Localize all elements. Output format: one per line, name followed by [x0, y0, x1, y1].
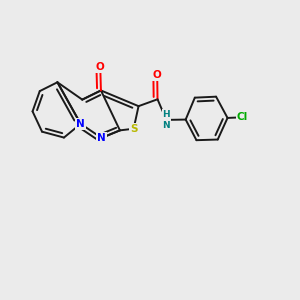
Text: N: N — [76, 119, 85, 129]
Text: N: N — [97, 133, 106, 143]
Text: S: S — [130, 124, 137, 134]
Text: H
N: H N — [163, 110, 170, 130]
Text: Cl: Cl — [237, 112, 248, 122]
Text: O: O — [153, 70, 162, 80]
Text: O: O — [96, 62, 105, 72]
